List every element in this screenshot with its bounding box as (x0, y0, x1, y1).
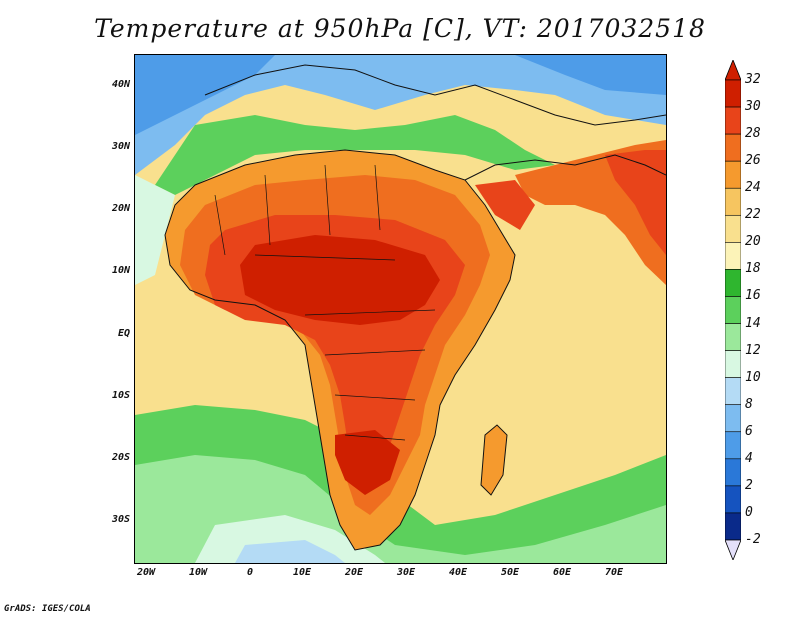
colorbar-label: 10 (745, 369, 761, 385)
lat-label-30s: 30S (111, 514, 130, 525)
colorbar-cell (725, 79, 741, 108)
colorbar-cell (725, 485, 741, 514)
colorbar-label: 20 (745, 234, 761, 250)
colorbar-label: 26 (745, 153, 761, 169)
north-cold-region (135, 55, 666, 175)
colorbar-min-arrow (725, 539, 741, 560)
colorbar-label: 24 (745, 180, 761, 196)
asia-coastline (464, 154, 666, 181)
colorbar-cell (725, 323, 741, 351)
colorbar-label: 0 (745, 504, 753, 520)
colorbar-cells (725, 60, 741, 560)
lon-label-60e: 60E (552, 567, 572, 578)
lat-label-10s: 10S (111, 390, 130, 401)
colorbar-label: 12 (745, 342, 761, 358)
lon-label-10w: 10W (188, 567, 208, 578)
lon-label-10e: 10E (292, 567, 312, 578)
colorbar-cell (725, 106, 741, 135)
north-africa-green-band (155, 115, 555, 195)
lon-label-40e: 40E (448, 567, 468, 578)
central-asia-cold (515, 55, 666, 95)
colorbar-label: 8 (745, 396, 753, 412)
southern-africa-max-temperature (335, 430, 400, 495)
colorbar-label: 18 (745, 261, 761, 277)
lat-label-10n: 10N (111, 265, 130, 276)
africa-coastline (164, 149, 516, 551)
colorbar-cell (725, 458, 741, 487)
lat-label-eq: EQ (117, 328, 130, 339)
colorbar-label: 6 (745, 423, 753, 439)
colorbar-label: -2 (745, 532, 761, 547)
lon-label-70e: 70E (604, 567, 624, 578)
colorbar-label: 4 (745, 450, 753, 466)
lat-label-20s: 20S (111, 452, 130, 463)
lon-label-20e: 20E (344, 567, 364, 578)
arabia-very-hot (475, 180, 535, 230)
lat-label-40n: 40N (111, 79, 130, 90)
lat-label-30n: 30N (111, 141, 130, 152)
sahel-max-temperature (240, 235, 440, 325)
india-very-hot (605, 150, 666, 255)
colorbar-cell (725, 512, 741, 541)
lon-label-0: 0 (246, 567, 254, 578)
colorbar-cell (725, 242, 741, 270)
colorbar-label: 22 (745, 207, 761, 223)
colorbar-cell (725, 214, 741, 243)
colorbar-label: 16 (745, 288, 761, 304)
colorbar-label: 14 (745, 315, 761, 331)
colorbar-cell (725, 269, 741, 297)
temperature-map (134, 54, 667, 564)
madagascar-coastline (480, 424, 508, 496)
colorbar (725, 60, 741, 560)
lon-label-30e: 30E (396, 567, 416, 578)
footer-credit: GrADS: IGES/COLA (4, 604, 91, 614)
madagascar-warm (481, 425, 507, 495)
west-atlantic-cool (135, 175, 175, 285)
europe-coastline (204, 64, 666, 126)
country-borders (214, 164, 436, 441)
colorbar-max-arrow (725, 60, 741, 81)
map-title: Temperature at 950hPa [C], VT: 201703251… (94, 14, 706, 43)
lat-label-20n: 20N (111, 203, 130, 214)
colorbar-label: 28 (745, 126, 761, 142)
colorbar-cell (725, 377, 741, 406)
colorbar-label: 32 (745, 72, 761, 87)
colorbar-label: 2 (745, 477, 753, 493)
colorbar-cell (725, 431, 741, 460)
colorbar-label: 30 (745, 99, 761, 115)
colorbar-cell (725, 187, 741, 216)
lon-label-20w: 20W (136, 567, 156, 578)
map-canvas (135, 55, 666, 563)
lon-label-50e: 50E (500, 567, 520, 578)
colorbar-cell (725, 160, 741, 189)
colorbar-cell (725, 404, 741, 433)
colorbar-cell (725, 296, 741, 324)
south-atlantic-cold (235, 540, 345, 563)
colorbar-cell (725, 350, 741, 378)
colorbar-cell (725, 133, 741, 162)
